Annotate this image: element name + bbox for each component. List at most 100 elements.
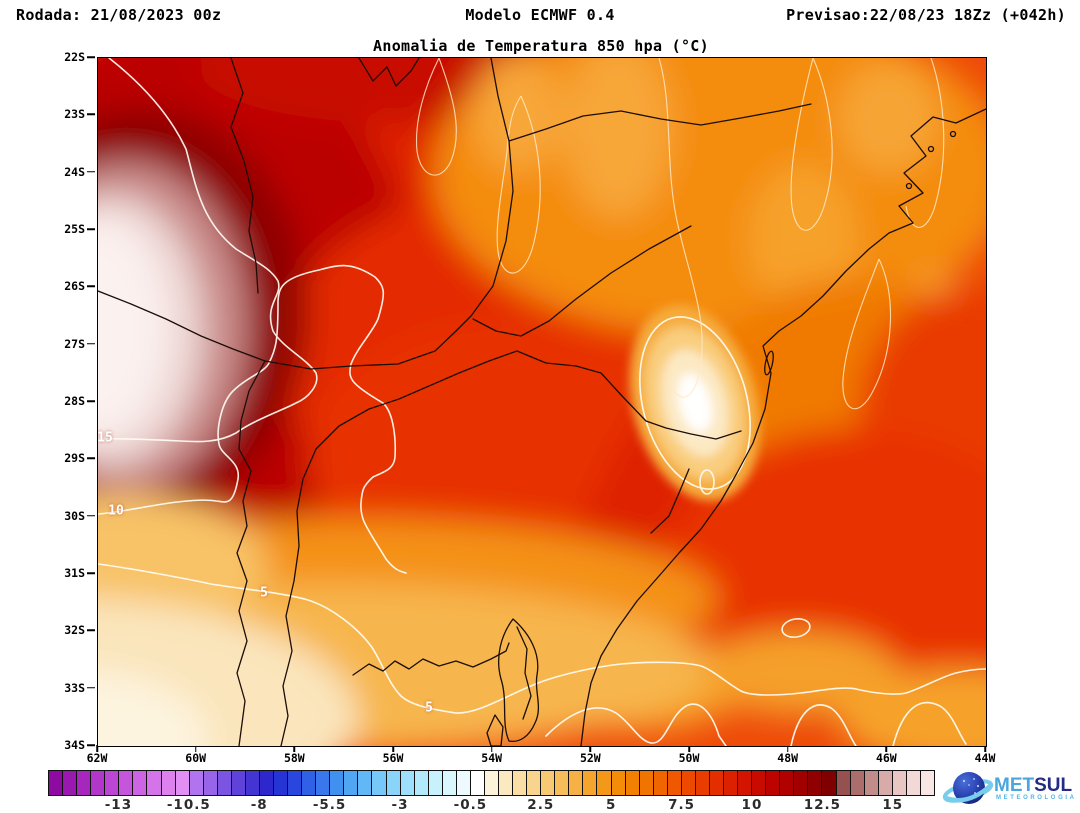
lat-label-22S: 22S xyxy=(64,50,85,64)
lon-tick xyxy=(194,745,197,752)
river-paraguay xyxy=(98,290,266,362)
colorbar-cell xyxy=(484,770,499,796)
temperature-anomaly-field xyxy=(98,58,986,746)
model-name: Modelo ECMWF 0.4 xyxy=(465,6,615,24)
latitude-axis: 22S 23S 24S 25S 26S 27S 28S 29S 30S 31S 32S 33S 34S xyxy=(55,50,95,752)
lon-label-62W: 62W xyxy=(86,751,108,765)
colorbar-cell xyxy=(119,770,134,796)
colorbar-cell xyxy=(513,770,528,796)
lagoa-mirim xyxy=(486,714,504,746)
colorbar-cell xyxy=(91,770,106,796)
colorbar-cell xyxy=(217,770,232,796)
lat-tick xyxy=(87,285,95,288)
colorbar-cell xyxy=(794,770,809,796)
colorbar-cell xyxy=(400,770,415,796)
colorbar-labels: -13 -10.5 -8 -5.5 -3 -0.5 2.5 5 7.5 10 12.5 15 xyxy=(48,797,935,813)
lon-label-50W: 50W xyxy=(678,751,700,765)
lat-label-23S: 23S xyxy=(64,107,85,122)
colorbar-label--8: -8 xyxy=(250,797,268,813)
colorbar-cell xyxy=(892,770,907,796)
colorbar-cell xyxy=(920,770,935,796)
colorbar-label--0.5: -0.5 xyxy=(453,797,488,813)
colorbar-cell xyxy=(653,770,668,796)
colorbar-cell xyxy=(175,770,190,796)
colorbar-cell xyxy=(569,770,584,796)
lon-tick xyxy=(589,745,592,752)
colorbar-cell xyxy=(541,770,556,796)
coastline xyxy=(580,108,986,746)
colorbar-cell xyxy=(48,770,64,796)
lat-label-34S: 34S xyxy=(64,738,85,752)
lon-tick xyxy=(984,745,986,752)
island xyxy=(949,130,957,138)
lon-label-60W: 60W xyxy=(185,751,207,765)
lon-label-56W: 56W xyxy=(382,751,404,765)
lat-tick xyxy=(87,744,95,746)
colorbar-cell xyxy=(456,770,471,796)
colorbar-cell xyxy=(625,770,640,796)
lagoon-spit xyxy=(516,626,532,720)
colorbar-cell xyxy=(850,770,865,796)
island xyxy=(927,145,935,153)
colorbar-cell xyxy=(316,770,331,796)
colorbar-label-2.5: 2.5 xyxy=(527,797,555,813)
colorbar-label--10.5: -10.5 xyxy=(166,797,211,813)
colorbar-cell xyxy=(189,770,204,796)
colorbar-cell xyxy=(738,770,753,796)
lat-tick xyxy=(87,170,95,173)
colorbar-cell xyxy=(906,770,921,796)
colorbar-cell xyxy=(878,770,893,796)
colorbar-cell xyxy=(822,770,837,796)
river-paraguay-upper xyxy=(230,58,259,294)
river-parana xyxy=(236,58,514,746)
lon-tick xyxy=(688,745,690,752)
metsul-subtitle: METEOROLOGIA xyxy=(996,795,1077,801)
lat-tick xyxy=(87,514,95,517)
river-paranapanema xyxy=(508,103,812,142)
river-iguacu xyxy=(472,225,692,337)
colorbar-cell xyxy=(288,770,303,796)
river-rs xyxy=(650,468,690,534)
colorbar-cell xyxy=(133,770,148,796)
lon-label-44W: 44W xyxy=(974,751,996,765)
colorbar-cell xyxy=(330,770,345,796)
colorbar-cell xyxy=(77,770,92,796)
colorbar xyxy=(48,770,935,796)
lon-tick xyxy=(490,745,493,752)
colorbar-cell xyxy=(864,770,879,796)
lon-tick xyxy=(96,745,98,752)
colorbar-cell xyxy=(358,770,373,796)
colorbar-cell xyxy=(203,770,218,796)
lat-tick xyxy=(87,686,95,689)
forecast-valid-time: Previsao:22/08/23 18Zz (+042h) xyxy=(786,6,1066,24)
colorbar-label-12.5: 12.5 xyxy=(803,797,842,813)
map-title: Anomalia de Temperatura 850 hpa (°C) xyxy=(373,37,709,55)
lat-label-32S: 32S xyxy=(64,623,85,638)
colorbar-cell xyxy=(231,770,246,796)
colorbar-cell xyxy=(766,770,781,796)
colorbar-cell xyxy=(414,770,429,796)
colorbar-cell xyxy=(780,770,795,796)
lat-tick xyxy=(87,400,95,402)
colorbar-cell xyxy=(386,770,401,796)
colorbar-cell xyxy=(597,770,612,796)
florianopolis-island xyxy=(764,350,774,376)
anomaly-map: 15 10 5 5 xyxy=(97,57,987,747)
lat-tick xyxy=(87,56,95,58)
colorbar-cell xyxy=(499,770,514,796)
colorbar-label--5.5: -5.5 xyxy=(312,797,347,813)
river-uruguay xyxy=(280,350,742,746)
run-timestamp: Rodada: 21/08/2023 00z xyxy=(16,6,222,24)
lon-tick xyxy=(786,745,789,752)
lat-label-31S: 31S xyxy=(64,566,85,580)
colorbar-cell xyxy=(259,770,274,796)
colorbar-cell xyxy=(681,770,696,796)
lat-label-33S: 33S xyxy=(64,680,85,695)
lagoa-dos-patos xyxy=(498,618,540,743)
metsul-planet-icon xyxy=(942,772,994,804)
lat-tick xyxy=(87,342,95,345)
lat-tick xyxy=(87,629,95,632)
colorbar-cell xyxy=(344,770,359,796)
colorbar-cell xyxy=(274,770,289,796)
colorbar-cell xyxy=(245,770,260,796)
